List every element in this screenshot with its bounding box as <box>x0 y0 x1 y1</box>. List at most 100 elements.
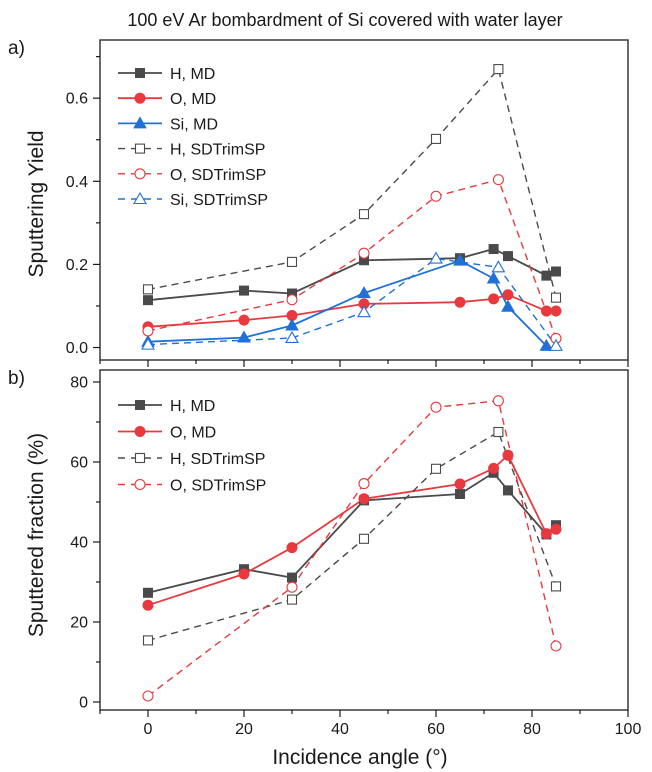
panel-b-plot: 0 20 40 60 80 100 0 20 40 60 80 H, MD O, MD H, SDTrim… <box>70 369 641 738</box>
x-tick-label: 60 <box>427 721 445 738</box>
data-point-si-md <box>357 286 371 299</box>
data-point-o-md <box>502 289 514 301</box>
data-point-o-md <box>286 542 298 554</box>
panel-b-y-tick-label: 80 <box>70 375 88 392</box>
panel-a-y-tick-label: 0.2 <box>66 257 88 274</box>
data-point-h-md <box>503 485 513 496</box>
data-point-o-md <box>540 305 552 317</box>
data-point-h-sdtrimsp <box>430 133 442 144</box>
data-point-si-md <box>486 271 501 284</box>
data-point-si-md <box>237 330 251 343</box>
data-point-o-sdtrimsp <box>358 247 370 259</box>
data-point-o-sdtrimsp <box>286 294 298 306</box>
data-point-h-sdtrimsp <box>358 533 370 544</box>
legend-label: O, MD <box>170 425 216 442</box>
legend-label: H, MD <box>170 66 215 83</box>
data-point-o-md <box>550 305 562 317</box>
data-point-h-md <box>488 244 499 255</box>
data-point-h-md <box>239 285 249 296</box>
legend-swatch-marker <box>134 478 146 491</box>
panel-b-frame <box>99 369 629 711</box>
panel-a-frame <box>99 39 629 361</box>
legend-swatch-marker <box>134 92 146 104</box>
data-point-o-sdtrimsp <box>430 401 442 413</box>
data-point-o-md <box>540 528 552 540</box>
data-point-si-md <box>539 338 554 351</box>
data-point-o-sdtrimsp <box>286 581 298 593</box>
data-point-h-sdtrimsp <box>286 256 298 267</box>
data-point-h-sdtrimsp <box>286 594 298 605</box>
legend-label: O, SDTrimSP <box>170 478 266 495</box>
panel-b: b) Sputtered fraction (%) 0 20 40 60 80 100 0 2… <box>8 368 641 738</box>
legend-label: O, SDTrimSP <box>170 167 266 184</box>
series-line-o-sdtrimsp <box>147 400 557 697</box>
panel-a-y-axis-label: Sputtering Yield <box>25 130 48 277</box>
series-line-o-sdtrimsp <box>147 178 557 339</box>
data-point-h-sdtrimsp <box>493 426 504 438</box>
legend-label: H, MD <box>170 398 215 415</box>
data-point-o-sdtrimsp <box>492 395 504 407</box>
data-point-o-sdtrimsp <box>358 478 370 490</box>
panel-a-plot: 0.0 0.2 0.4 0.6 H, MD O, MD Si, MD H, SDTrimSP O… <box>66 39 629 367</box>
panel-b-y-tick-label: 40 <box>70 535 88 552</box>
x-tick-label: 0 <box>144 721 153 738</box>
legend-label: Si, MD <box>170 116 218 133</box>
legend-label: H, SDTrimSP <box>170 451 265 468</box>
data-point-o-md <box>502 449 514 461</box>
data-point-h-sdtrimsp <box>142 284 154 295</box>
data-point-o-md <box>550 523 562 535</box>
legend-swatch-marker <box>134 143 146 154</box>
legend-swatch-marker <box>135 400 145 410</box>
panel-b-legend: H, MD O, MD H, SDTrimSP O, SDTrimSP <box>118 398 266 495</box>
data-point-h-md <box>551 266 561 277</box>
data-point-si-sdtrimsp <box>549 338 563 351</box>
series-line-si-sdtrimsp <box>147 257 557 347</box>
data-point-h-sdtrimsp <box>430 463 442 474</box>
panel-b-y-axis-label: Sputtered fraction (%) <box>25 433 48 637</box>
legend-swatch-marker <box>135 68 145 78</box>
data-point-o-sdtrimsp <box>550 640 562 652</box>
panel-a-y-tick-label: 0.6 <box>66 91 88 108</box>
legend-swatch-marker <box>134 168 146 180</box>
data-point-o-md <box>238 568 250 580</box>
x-tick-label: 80 <box>523 721 541 738</box>
data-point-si-md <box>501 299 515 312</box>
data-point-h-md <box>287 572 297 583</box>
data-point-h-sdtrimsp <box>358 209 370 220</box>
legend-swatch-marker <box>134 452 146 464</box>
data-point-o-sdtrimsp <box>142 690 154 702</box>
data-point-o-md <box>142 599 154 611</box>
legend-swatch-marker <box>133 191 147 205</box>
legend-label: O, MD <box>170 91 216 108</box>
legend-swatch-marker <box>134 426 146 437</box>
legend-label: H, SDTrimSP <box>170 142 265 159</box>
panel-b-y-tick-label: 60 <box>70 455 88 472</box>
data-point-o-md <box>488 293 500 305</box>
data-point-h-md <box>143 587 153 598</box>
data-point-si-sdtrimsp <box>141 337 155 350</box>
data-point-h-sdtrimsp <box>550 292 562 303</box>
panel-a-legend: H, MD O, MD Si, MD H, SDTrimSP O, SDTrimSP Si… <box>118 66 268 209</box>
data-point-si-sdtrimsp <box>285 330 299 344</box>
legend-swatch-marker <box>133 116 147 129</box>
x-tick-label: 40 <box>331 721 349 738</box>
data-point-o-md <box>454 296 466 308</box>
panel-b-y-tick-label: 20 <box>70 615 88 632</box>
data-point-h-md <box>541 270 552 281</box>
data-point-si-sdtrimsp <box>357 305 371 318</box>
series-line-h-sdtrimsp <box>147 67 557 298</box>
data-point-o-md <box>358 493 370 505</box>
panel-a-y-tick-label: 0.4 <box>66 174 88 191</box>
panel-a: a) Sputtering Yield 0.0 0.2 0.4 0.6 H, MD O, … <box>8 38 629 367</box>
data-point-si-sdtrimsp <box>491 260 506 273</box>
data-point-h-sdtrimsp <box>493 64 504 75</box>
panel-a-y-tick-label: 0.0 <box>66 340 88 357</box>
x-tick-label: 20 <box>235 721 253 738</box>
figure-title: 100 eV Ar bombardment of Si covered with… <box>127 10 562 30</box>
data-point-o-sdtrimsp <box>430 190 442 202</box>
data-point-h-md <box>503 251 513 262</box>
data-point-si-md <box>285 318 299 331</box>
data-point-h-sdtrimsp <box>550 581 562 592</box>
data-point-o-sdtrimsp <box>142 325 154 337</box>
